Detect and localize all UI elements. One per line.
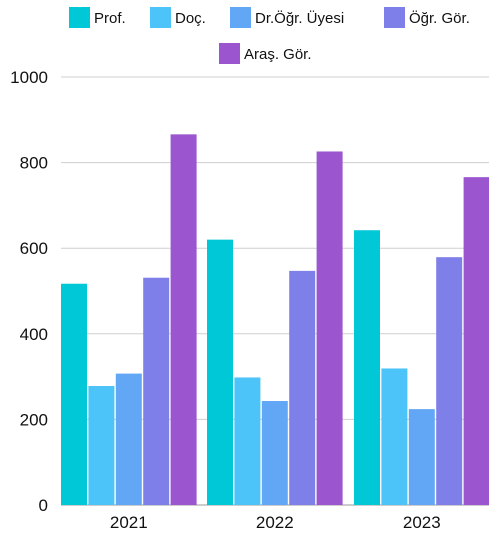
- legend: Prof. Doç. Dr.Öğr. Üyesi Öğr. Gör. Araş. Gör…: [69, 7, 470, 64]
- x-tick-label: 2022: [256, 513, 294, 532]
- legend-label: Prof.: [94, 10, 126, 27]
- bar-2023-0: [354, 230, 380, 505]
- y-tick-label: 600: [20, 239, 48, 258]
- bar-2022-0: [207, 239, 233, 505]
- legend-swatch: [69, 7, 90, 28]
- bar-2023-1: [381, 368, 408, 505]
- y-tick-label: 0: [39, 496, 48, 515]
- legend-swatch: [384, 7, 405, 28]
- legend-label: Öğr. Gör.: [409, 9, 470, 27]
- bar-2021-0: [61, 283, 87, 505]
- bar-2022-3: [289, 270, 316, 505]
- bar-2021-4: [170, 134, 197, 506]
- y-tick-label: 200: [20, 410, 48, 429]
- y-tick-label: 800: [20, 154, 48, 173]
- bar-2023-4: [463, 177, 489, 506]
- legend-label: Araş. Gör.: [244, 46, 312, 63]
- bar-2021-1: [88, 386, 115, 505]
- y-axis-tick-labels: 0 200 400 600 800 1000: [10, 68, 48, 515]
- bar-2021-2: [115, 373, 142, 505]
- legend-swatch: [219, 43, 240, 64]
- bar-2021-3: [143, 277, 170, 505]
- y-tick-label: 400: [20, 325, 48, 344]
- x-axis-tick-labels: 2021 2022 2023: [110, 513, 441, 532]
- bar-2022-2: [261, 400, 288, 505]
- bar-2023-3: [436, 257, 463, 505]
- x-tick-label: 2021: [110, 513, 148, 532]
- legend-swatch: [150, 7, 171, 28]
- bars: [61, 134, 489, 506]
- bar-2023-2: [408, 409, 435, 505]
- bar-2022-4: [316, 151, 343, 506]
- y-tick-label: 1000: [10, 68, 48, 87]
- x-tick-label: 2023: [403, 513, 441, 532]
- legend-label: Dr.Öğr. Üyesi: [255, 9, 344, 27]
- legend-label: Doç.: [175, 10, 206, 27]
- bar-2022-1: [234, 377, 261, 505]
- legend-swatch: [230, 7, 251, 28]
